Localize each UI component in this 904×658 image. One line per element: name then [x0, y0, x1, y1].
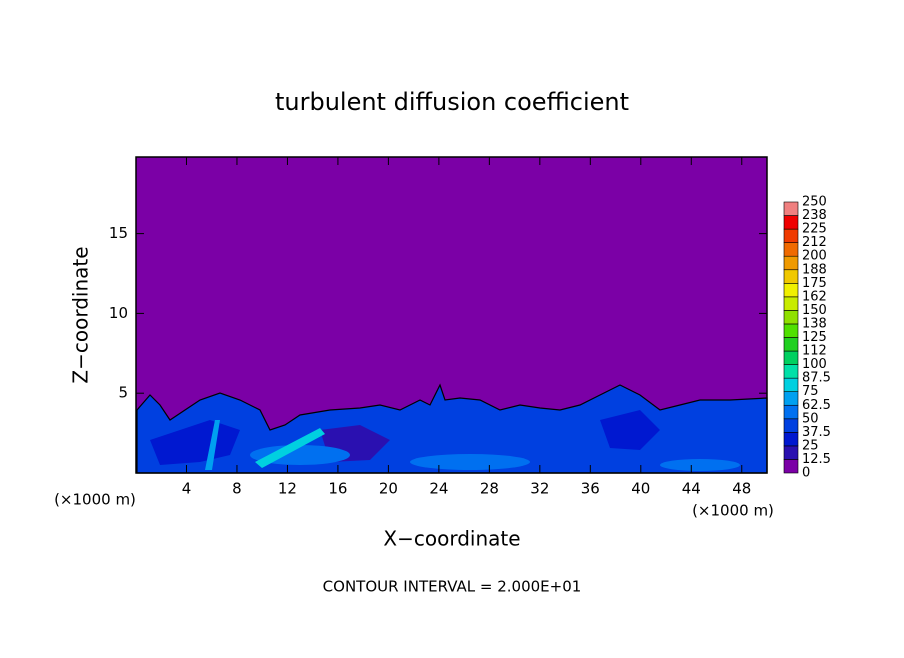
colorbar-label: 138: [802, 316, 827, 331]
colorbar-bin: [783, 377, 799, 392]
colorbar-label: 150: [802, 303, 827, 318]
colorbar-label: 175: [802, 276, 827, 291]
colorbar-bin: [783, 337, 799, 352]
colorbar-bin: [783, 201, 799, 216]
colorbar-label: 225: [802, 222, 827, 237]
colorbar-label: 87.5: [802, 371, 831, 386]
colorbar-label: 238: [802, 208, 827, 223]
colorbar-bin: [783, 296, 799, 311]
colorbar-label: 162: [802, 289, 827, 304]
colorbar-bin: [783, 418, 799, 433]
chart-title: turbulent diffusion coefficient: [275, 88, 629, 116]
colorbar-label: 112: [802, 344, 827, 359]
y-tick-label: 10: [109, 304, 128, 322]
colorbar-label: 12.5: [802, 452, 831, 467]
x-tick-label: 4: [182, 480, 192, 498]
colorbar-bin: [783, 215, 799, 230]
x-tick-label: 24: [429, 480, 448, 498]
colorbar-bin: [783, 391, 799, 406]
field-region: [600, 410, 660, 450]
field: [136, 157, 768, 474]
field-region: [410, 454, 530, 470]
colorbar-bin: [783, 228, 799, 243]
colorbar-label: 250: [802, 195, 827, 210]
colorbar-label: 50: [802, 411, 819, 426]
field-region: [255, 428, 325, 468]
colorbar-label: 0: [802, 466, 810, 481]
x-unit: (×1000 m): [54, 491, 136, 509]
colorbar-label: 62.5: [802, 398, 831, 413]
colorbar-bin: [783, 432, 799, 447]
colorbar-bin: [783, 459, 799, 474]
colorbar-label: 188: [802, 262, 827, 277]
x-tick-label: 32: [530, 480, 549, 498]
x-unit: (×1000 m): [692, 502, 774, 520]
x-tick-label: 16: [328, 480, 347, 498]
colorbar-label: 200: [802, 249, 827, 264]
y-axis-label: Z−coordinate: [69, 246, 93, 383]
x-tick-label: 48: [732, 480, 751, 498]
x-tick-label: 36: [581, 480, 600, 498]
colorbar-bin: [783, 350, 799, 365]
colorbar-bin: [783, 269, 799, 284]
colorbar-bin: [783, 404, 799, 420]
colorbar-bin: [783, 310, 799, 325]
y-tick-label: 5: [118, 384, 128, 402]
x-tick-label: 28: [480, 480, 499, 498]
colorbar-bin: [783, 364, 799, 379]
colorbar-bin: [783, 282, 799, 298]
field-region: [660, 459, 740, 471]
field-region: [205, 420, 220, 470]
colorbar-label: 125: [802, 330, 827, 345]
x-tick-label: 8: [232, 480, 242, 498]
colorbar-label: 75: [802, 384, 819, 399]
colorbar-bin: [783, 445, 799, 460]
footer: CONTOUR INTERVAL = 2.000E+01: [323, 578, 582, 596]
x-axis-label: X−coordinate: [383, 527, 520, 551]
colorbar-bin: [783, 242, 799, 257]
x-tick-label: 12: [278, 480, 297, 498]
colorbar-bin: [783, 323, 799, 338]
x-tick-label: 40: [631, 480, 650, 498]
colorbar-label: 25: [802, 438, 819, 453]
colorbar-label: 100: [802, 357, 827, 372]
colorbar-bin: [783, 255, 799, 271]
x-tick-label: 44: [682, 480, 701, 498]
colorbar-label: 212: [802, 235, 827, 250]
colorbar-label: 37.5: [802, 425, 831, 440]
y-tick-label: 15: [109, 224, 128, 242]
plot-frame: [135, 156, 768, 474]
x-tick-label: 20: [379, 480, 398, 498]
